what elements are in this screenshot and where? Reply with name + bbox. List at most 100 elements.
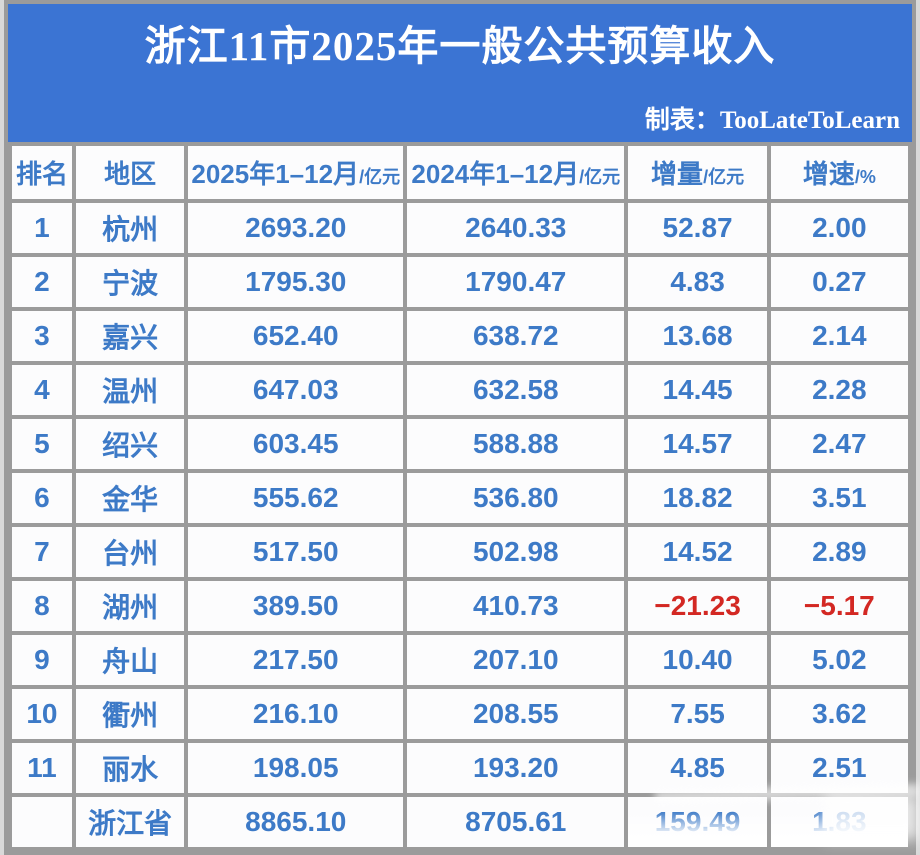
growth-cell: 3.62: [766, 685, 913, 743]
col-header-rank-label: 排名: [15, 159, 68, 189]
rank-cell: 4: [8, 361, 76, 419]
col-header-region-label: 地区: [104, 159, 157, 189]
region-cell: 嘉兴: [71, 307, 189, 365]
col-header-2024-label: 2024年1–12月: [411, 159, 580, 189]
region-cell: 舟山: [71, 631, 189, 689]
delta-cell: 18.82: [624, 469, 771, 527]
delta-cell: 10.40: [624, 631, 771, 689]
growth-cell: 2.14: [766, 307, 913, 365]
growth-cell: −5.17: [766, 577, 913, 635]
table-row: 3 嘉兴 652.40 638.72 13.68 2.14: [8, 307, 913, 365]
value-2024-cell: 193.20: [403, 739, 629, 797]
value-2024-cell: 410.73: [403, 577, 629, 635]
rank-cell: 3: [8, 307, 76, 365]
page-title: 浙江11市2025年一般公共预算收入: [144, 23, 776, 69]
growth-cell: 2.47: [766, 415, 913, 473]
table-row: 7 台州 517.50 502.98 14.52 2.89: [8, 523, 913, 581]
col-header-rank: 排名: [8, 142, 76, 203]
value-2024-cell: 207.10: [403, 631, 629, 689]
rank-cell: [8, 793, 76, 851]
value-2025-cell: 555.62: [184, 469, 408, 527]
value-2024-cell: 632.58: [403, 361, 629, 419]
col-header-2025: 2025年1–12月/亿元: [184, 142, 408, 203]
value-2024-cell: 8705.61: [403, 793, 629, 851]
value-2025-cell: 217.50: [184, 631, 408, 689]
infographic-sheet: 浙江11市2025年一般公共预算收入 制表：TooLateToLearn 排名 …: [4, 0, 916, 855]
table-row: 5 绍兴 603.45 588.88 14.57 2.47: [8, 415, 913, 473]
value-2024-cell: 502.98: [403, 523, 629, 581]
delta-cell: 159.49: [624, 793, 771, 851]
rank-cell: 2: [8, 253, 76, 311]
delta-cell: 7.55: [624, 685, 771, 743]
region-cell: 丽水: [71, 739, 189, 797]
rank-cell: 5: [8, 415, 76, 473]
value-2025-cell: 1795.30: [184, 253, 408, 311]
delta-cell: 14.52: [624, 523, 771, 581]
rank-cell: 6: [8, 469, 76, 527]
value-2025-cell: 198.05: [184, 739, 408, 797]
value-2025-cell: 8865.10: [184, 793, 408, 851]
growth-cell: 2.89: [766, 523, 913, 581]
region-cell: 衢州: [71, 685, 189, 743]
value-2025-cell: 647.03: [184, 361, 408, 419]
growth-cell: 2.51: [766, 739, 913, 797]
col-header-2025-label: 2025年1–12月: [191, 159, 360, 189]
rank-cell: 7: [8, 523, 76, 581]
col-header-growth-label: 增速: [802, 159, 855, 189]
table-row: 10 衢州 216.10 208.55 7.55 3.62: [8, 685, 913, 743]
col-header-growth: 增速/%: [766, 142, 913, 203]
value-2025-cell: 2693.20: [184, 199, 408, 257]
rank-cell: 1: [8, 199, 76, 257]
value-2025-cell: 389.50: [184, 577, 408, 635]
rank-cell: 11: [8, 739, 76, 797]
value-2025-cell: 517.50: [184, 523, 408, 581]
value-2024-cell: 2640.33: [403, 199, 629, 257]
col-header-2024-unit: /亿元: [579, 167, 621, 187]
table-row: 1 杭州 2693.20 2640.33 52.87 2.00: [8, 199, 913, 257]
delta-cell: 4.85: [624, 739, 771, 797]
value-2025-cell: 603.45: [184, 415, 408, 473]
col-header-delta: 增量/亿元: [624, 142, 771, 203]
table-row: 浙江省 8865.10 8705.61 159.49 1.83: [8, 793, 913, 851]
delta-cell: 14.45: [624, 361, 771, 419]
table-header-row: 排名 地区 2025年1–12月/亿元 2024年1–12月/亿元 增量/亿元 …: [8, 142, 913, 203]
table-row: 11 丽水 198.05 193.20 4.85 2.51: [8, 739, 913, 797]
table-row: 2 宁波 1795.30 1790.47 4.83 0.27: [8, 253, 913, 311]
budget-revenue-table: 排名 地区 2025年1–12月/亿元 2024年1–12月/亿元 增量/亿元 …: [8, 142, 913, 851]
delta-cell: 4.83: [624, 253, 771, 311]
col-header-2024: 2024年1–12月/亿元: [403, 142, 629, 203]
rank-cell: 8: [8, 577, 76, 635]
growth-cell: 2.00: [766, 199, 913, 257]
growth-cell: 1.83: [766, 793, 913, 851]
growth-cell: 5.02: [766, 631, 913, 689]
table-row: 6 金华 555.62 536.80 18.82 3.51: [8, 469, 913, 527]
rank-cell: 10: [8, 685, 76, 743]
value-2024-cell: 536.80: [403, 469, 629, 527]
region-cell: 台州: [71, 523, 189, 581]
delta-cell: 14.57: [624, 415, 771, 473]
table-row: 9 舟山 217.50 207.10 10.40 5.02: [8, 631, 913, 689]
delta-cell: 13.68: [624, 307, 771, 365]
value-2024-cell: 208.55: [403, 685, 629, 743]
value-2024-cell: 1790.47: [403, 253, 629, 311]
table-row: 4 温州 647.03 632.58 14.45 2.28: [8, 361, 913, 419]
region-cell: 杭州: [71, 199, 189, 257]
value-2024-cell: 588.88: [403, 415, 629, 473]
value-2025-cell: 652.40: [184, 307, 408, 365]
credit-label: 制表：TooLateToLearn: [644, 107, 900, 134]
growth-cell: 2.28: [766, 361, 913, 419]
region-cell: 温州: [71, 361, 189, 419]
region-cell: 宁波: [71, 253, 189, 311]
growth-cell: 3.51: [766, 469, 913, 527]
delta-cell: 52.87: [624, 199, 771, 257]
region-cell: 金华: [71, 469, 189, 527]
title-banner: 浙江11市2025年一般公共预算收入 制表：TooLateToLearn: [8, 4, 912, 142]
col-header-delta-unit: /亿元: [703, 167, 745, 187]
delta-cell: −21.23: [624, 577, 771, 635]
growth-cell: 0.27: [766, 253, 913, 311]
region-cell: 湖州: [71, 577, 189, 635]
region-cell: 绍兴: [71, 415, 189, 473]
value-2024-cell: 638.72: [403, 307, 629, 365]
col-header-delta-label: 增量: [651, 159, 704, 189]
col-header-2025-unit: /亿元: [359, 167, 401, 187]
